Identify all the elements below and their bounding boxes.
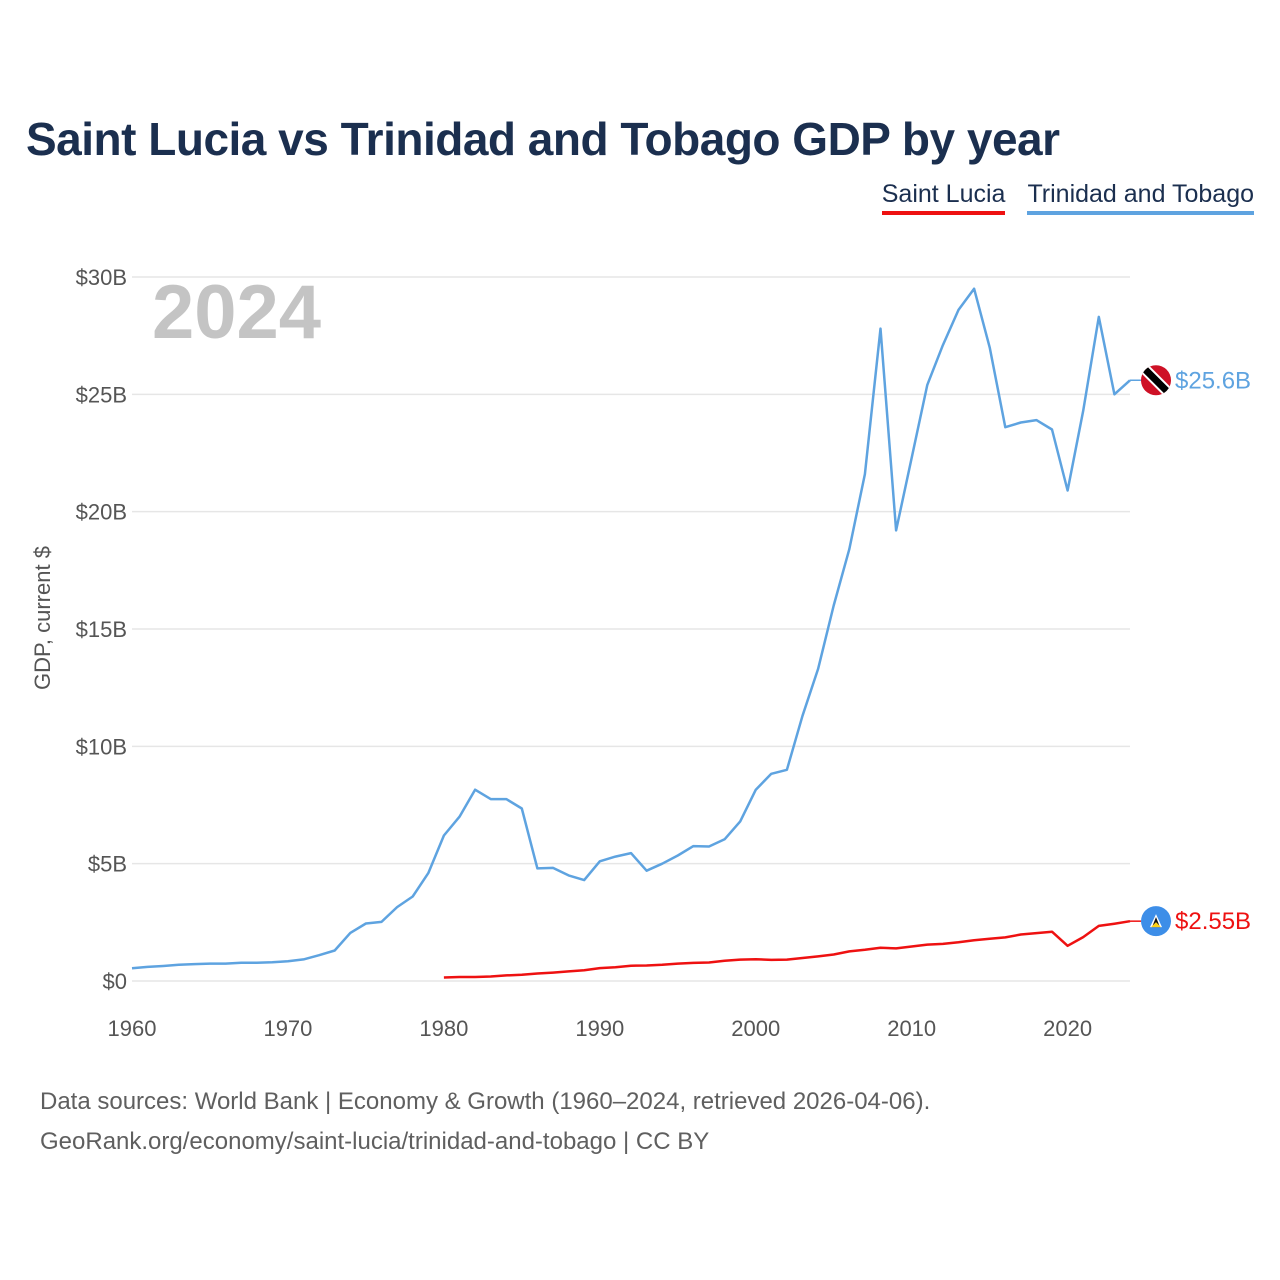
x-tick-label: 1960: [108, 1016, 157, 1041]
x-tick-label: 1990: [575, 1016, 624, 1041]
source-note: Data sources: World Bank | Economy & Gro…: [40, 1082, 930, 1162]
x-tick-label: 1970: [263, 1016, 312, 1041]
saint-lucia-flag-icon: [1141, 906, 1171, 937]
trinidad-and-tobago-flag-icon: [1141, 365, 1171, 396]
y-tick-label: $15B: [76, 617, 127, 642]
gridlines: [132, 276, 1130, 982]
end-value-label-saint-lucia: $2.55B: [1175, 908, 1251, 935]
x-tick-label: 2020: [1043, 1016, 1092, 1041]
y-tick-label: $5B: [88, 852, 127, 877]
series-line-trinidad-and-tobago[interactable]: [131, 287, 1131, 970]
y-tick-label: $10B: [76, 734, 127, 759]
legend-item-saint-lucia[interactable]: Saint Lucia: [881, 180, 1006, 215]
legend: Saint Lucia Trinidad and Tobago: [881, 180, 1254, 215]
y-tick-label: $20B: [76, 500, 127, 525]
x-axis-ticks: 1960 1970 1980 1990 2000 2010 2020: [108, 1016, 1093, 1041]
year-display: 2024: [152, 270, 321, 355]
x-tick-label: 2010: [887, 1016, 936, 1041]
series-line-saint-lucia[interactable]: [443, 919, 1131, 979]
source-line-2[interactable]: GeoRank.org/economy/saint-lucia/trinidad…: [40, 1128, 710, 1155]
end-value-label-trinidad-and-tobago: $25.6B: [1175, 367, 1251, 394]
series-lines: [131, 287, 1131, 979]
y-axis-ticks: $0 $5B $10B $15B $20B $25B $30B: [76, 265, 127, 994]
source-line-1: Data sources: World Bank | Economy & Gro…: [40, 1088, 931, 1115]
series-end-markers: $25.6B $2.55B: [1130, 365, 1251, 937]
y-tick-label: $0: [103, 969, 127, 994]
x-tick-label: 1980: [419, 1016, 468, 1041]
legend-item-trinidad-and-tobago[interactable]: Trinidad and Tobago: [1027, 180, 1254, 215]
gdp-line-chart: $0$5B$10B$15B$20B$25B$30B 1960 1970 1980 19…: [30, 265, 1251, 1041]
y-tick-label: $25B: [76, 382, 127, 407]
y-axis-label: GDP, current $: [30, 546, 55, 690]
x-tick-label: 2000: [731, 1016, 780, 1041]
y-tick-label: $30B: [76, 265, 127, 290]
chart-title: Saint Lucia vs Trinidad and Tobago GDP b…: [26, 113, 1060, 165]
